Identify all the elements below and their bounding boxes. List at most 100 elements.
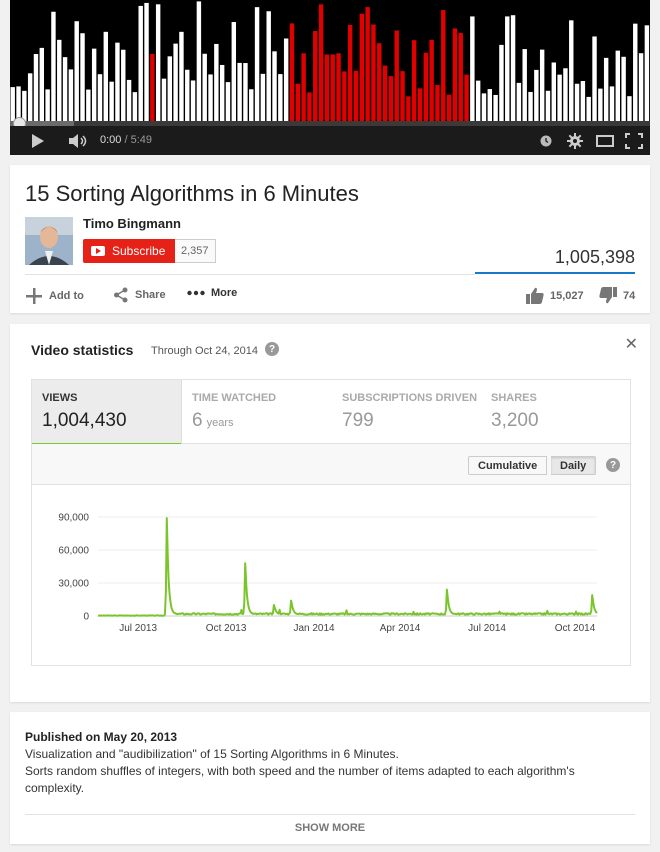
sort-bar bbox=[237, 62, 242, 122]
show-more-button[interactable]: SHOW MORE bbox=[294, 822, 366, 834]
sort-bar bbox=[260, 73, 266, 122]
daily-toggle[interactable]: Daily bbox=[551, 456, 597, 475]
theater-mode-button[interactable] bbox=[596, 132, 614, 149]
more-button[interactable]: More bbox=[187, 287, 237, 299]
sort-bar bbox=[301, 53, 306, 122]
sort-bar bbox=[278, 74, 283, 122]
tab-views[interactable]: VIEWS 1,004,430 bbox=[32, 380, 182, 446]
tab-value: 1,004,430 bbox=[42, 410, 127, 431]
volume-button[interactable] bbox=[68, 132, 90, 149]
tab-label: SHARES bbox=[491, 392, 537, 404]
sort-bar bbox=[68, 69, 74, 122]
sort-bar bbox=[574, 83, 580, 122]
sorting-visualization[interactable] bbox=[10, 0, 650, 122]
sort-bar bbox=[225, 82, 231, 122]
subscriber-count: 2,357 bbox=[175, 239, 216, 263]
sort-bar bbox=[394, 30, 399, 122]
help-icon[interactable]: ? bbox=[265, 342, 279, 356]
statistics-tabs: VIEWS 1,004,430 TIME WATCHED 6 years SUBS… bbox=[31, 379, 631, 446]
sort-bar bbox=[103, 31, 109, 122]
tab-subscriptions-driven[interactable]: SUBSCRIPTIONS DRIVEN 799 bbox=[332, 380, 482, 445]
sort-bar bbox=[586, 96, 591, 122]
sort-bar bbox=[10, 87, 15, 122]
sort-bar bbox=[528, 91, 533, 122]
sort-bar bbox=[557, 74, 562, 122]
like-button[interactable]: 15,027 bbox=[526, 287, 584, 304]
sort-bar bbox=[627, 96, 632, 122]
settings-button[interactable] bbox=[567, 132, 583, 149]
sort-bar bbox=[470, 16, 475, 122]
sort-bar bbox=[97, 74, 103, 122]
more-dots-icon bbox=[187, 290, 205, 296]
video-player[interactable]: 0:00 / 5:49 bbox=[10, 0, 650, 155]
tab-label: VIEWS bbox=[42, 392, 78, 404]
sort-bar bbox=[208, 74, 213, 122]
video-title: 15 Sorting Algorithms in 6 Minutes bbox=[25, 181, 359, 206]
tab-value: 6 years bbox=[192, 410, 234, 431]
sort-bar bbox=[109, 81, 114, 122]
sort-bar bbox=[516, 82, 522, 122]
sort-bar bbox=[190, 80, 196, 122]
sort-bar bbox=[371, 24, 376, 122]
sort-bar bbox=[603, 57, 609, 122]
sort-bar bbox=[615, 50, 621, 122]
divider bbox=[25, 814, 635, 815]
sort-bar bbox=[22, 90, 27, 122]
sort-bar bbox=[446, 94, 452, 122]
channel-name[interactable]: Timo Bingmann bbox=[83, 216, 181, 231]
published-date: Published on May 20, 2013 bbox=[25, 730, 178, 744]
x-tick-label: Jan 2014 bbox=[293, 623, 335, 634]
watch-later-button[interactable] bbox=[539, 132, 553, 149]
description-text: Visualization and "audibilization" of 15… bbox=[25, 746, 637, 797]
cumulative-toggle[interactable]: Cumulative bbox=[468, 456, 548, 475]
y-tick-label: 0 bbox=[83, 612, 89, 623]
sort-bar bbox=[475, 80, 481, 122]
sort-bar bbox=[289, 23, 295, 122]
player-controls: 0:00 / 5:49 bbox=[10, 126, 650, 155]
sort-bar bbox=[539, 49, 545, 122]
video-statistics-card: Video statistics Through Oct 24, 2014 ? … bbox=[10, 324, 650, 702]
dislike-button[interactable]: 74 bbox=[599, 287, 635, 304]
sort-bar bbox=[57, 39, 62, 122]
y-tick-label: 90,000 bbox=[58, 513, 89, 524]
tab-time-watched[interactable]: TIME WATCHED 6 years bbox=[182, 380, 332, 445]
sort-bar bbox=[545, 90, 551, 122]
add-to-button[interactable]: Add to bbox=[25, 287, 84, 305]
current-time: 0:00 bbox=[100, 134, 122, 146]
sort-bar bbox=[231, 22, 237, 122]
tab-label: TIME WATCHED bbox=[192, 392, 277, 404]
sort-bar bbox=[493, 94, 498, 122]
sort-bar bbox=[429, 40, 434, 122]
sort-bar bbox=[150, 53, 155, 122]
sort-bar bbox=[167, 56, 173, 122]
sort-bar bbox=[377, 43, 382, 122]
close-icon[interactable]: ✕ bbox=[624, 336, 638, 353]
sort-bar bbox=[522, 49, 527, 122]
dislike-count: 74 bbox=[623, 289, 636, 302]
progress-bar[interactable] bbox=[10, 121, 650, 126]
play-button[interactable] bbox=[30, 132, 46, 149]
sort-bar bbox=[45, 89, 50, 122]
sort-bar bbox=[27, 73, 33, 122]
sort-bar bbox=[365, 7, 370, 122]
sort-bar bbox=[62, 57, 68, 122]
sort-bar bbox=[249, 89, 254, 122]
sort-bar bbox=[510, 15, 516, 122]
sort-bar bbox=[359, 13, 365, 122]
add-to-label: Add to bbox=[49, 290, 84, 302]
sort-bar bbox=[126, 79, 132, 122]
sort-bar bbox=[115, 42, 120, 122]
sort-bar bbox=[173, 43, 178, 122]
description-card: Published on May 20, 2013 Visualization … bbox=[10, 712, 650, 844]
channel-avatar[interactable] bbox=[25, 217, 73, 265]
sort-bar bbox=[609, 86, 615, 122]
chart-help-icon[interactable]: ? bbox=[606, 458, 620, 472]
time-separator: / bbox=[121, 134, 131, 146]
description-line: Visualization and "audibilization" of 15… bbox=[25, 747, 399, 761]
sort-bar bbox=[633, 23, 638, 122]
share-button[interactable]: Share bbox=[113, 287, 166, 303]
subscribe-button[interactable]: Subscribe bbox=[83, 239, 175, 263]
tab-shares[interactable]: SHARES 3,200 bbox=[481, 380, 631, 445]
fullscreen-button[interactable] bbox=[625, 132, 643, 149]
x-tick-label: Jul 2014 bbox=[468, 623, 506, 634]
